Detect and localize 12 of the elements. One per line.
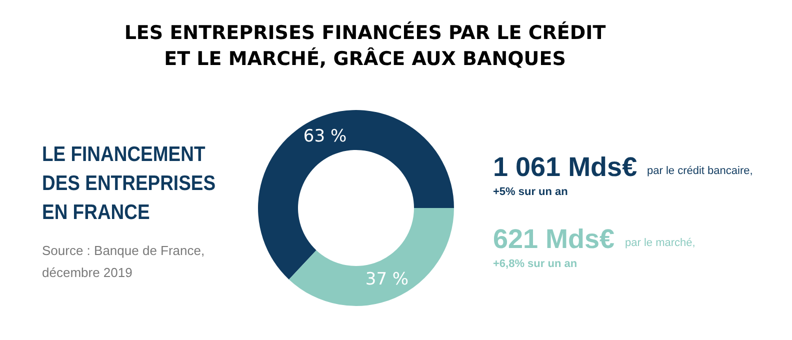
text: 1 061 Mds€	[493, 151, 638, 184]
text: par le marché,	[625, 236, 696, 250]
donut-slice	[288, 208, 454, 306]
text: par le crédit bancaire,	[647, 164, 753, 178]
source-note: Source : Banque de France, décembre 2019	[42, 242, 205, 282]
text: 621 Mds€	[493, 223, 615, 256]
data-label: 37 %	[365, 270, 409, 290]
text: +5% sur un an	[493, 185, 568, 199]
text: LE FINANCEMENT DES ENTREPRISES EN FRANCE	[42, 142, 216, 226]
chart-title: LES ENTREPRISES FINANCÉES PAR LE CRÉDIT ET LE MARCHÉ, GRÂCE AUX BANQUES	[123, 20, 607, 72]
data-label: 63 %	[303, 126, 347, 146]
text: +6,8% sur un an	[493, 257, 578, 271]
